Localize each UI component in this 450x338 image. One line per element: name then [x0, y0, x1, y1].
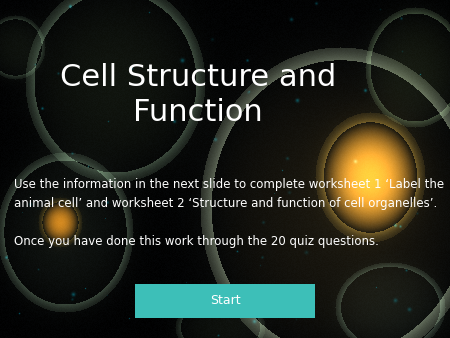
Text: Use the information in the next slide to complete worksheet 1 ‘Label the
animal : Use the information in the next slide to… — [14, 178, 444, 248]
Text: Start: Start — [210, 294, 240, 307]
FancyBboxPatch shape — [135, 284, 315, 318]
Text: Cell Structure and
Function: Cell Structure and Function — [60, 63, 336, 126]
